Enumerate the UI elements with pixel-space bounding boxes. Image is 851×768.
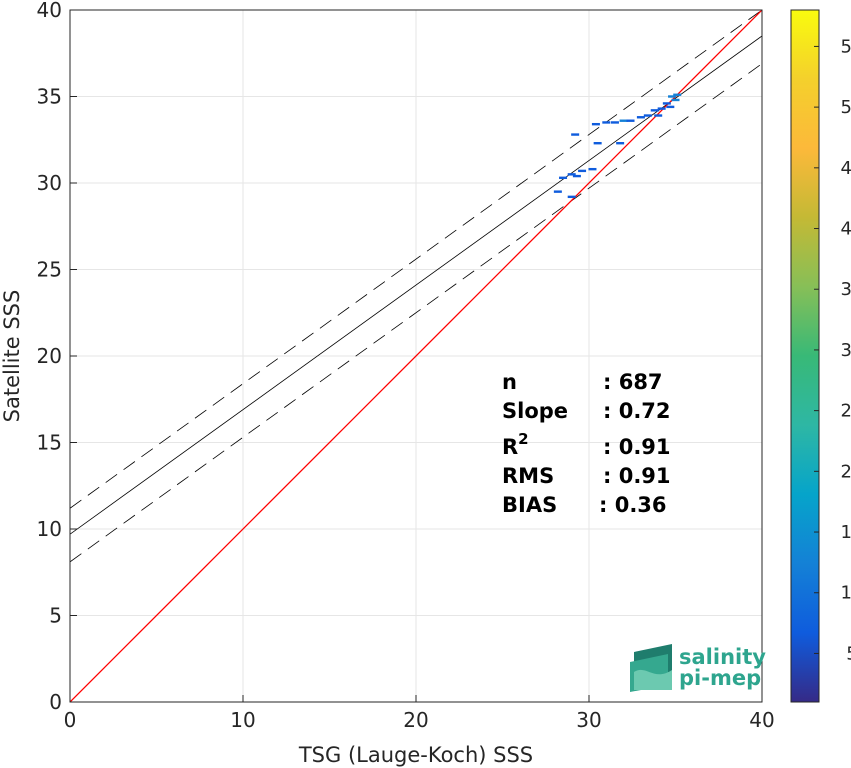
stat-label-superscript: 2 [518,430,528,448]
data-point [673,93,682,96]
stat-label: n [502,370,517,394]
reference-lines [70,10,762,702]
x-tick-label: 20 [403,708,428,732]
data-point [588,167,597,171]
y-tick-label: 40 [37,0,62,22]
logo: salinity pi-mep [630,644,766,692]
data-point [572,174,581,178]
x-tick-label: 10 [230,708,255,732]
y-tick-label: 15 [37,431,62,455]
colorbar-tick-labels: 5 10 15 20 25 30 35 40 45 50 55 [814,36,851,664]
data-point [591,122,600,126]
colorbar-tick-label: 10 [841,583,851,604]
y-tick-label: 10 [37,517,62,541]
x-tick-label: 0 [64,708,77,732]
y-axis-label: Satellite SSS [0,290,24,423]
logo-line1: salinity [679,645,766,669]
colorbar-tick-label: 5 [846,643,851,664]
salinity-logo-icon [630,644,672,692]
identity-line [70,10,762,702]
colorbar-tick-label: 40 [841,219,851,240]
x-tick-labels: 0 10 20 30 40 [64,695,775,732]
stat-value: : 0.72 [603,399,671,423]
colorbar-tick-label: 30 [841,340,851,361]
y-tick-label: 0 [49,690,62,714]
colorbar-tick-label: 25 [841,401,851,422]
colorbar [790,9,820,703]
data-point [616,142,625,145]
data-point [643,114,652,117]
y-tick-label: 25 [37,258,62,282]
colorbar-tick-label: 55 [841,36,851,57]
data-point [559,176,568,180]
x-tick-label: 40 [749,708,774,732]
x-tick-label: 30 [576,708,601,732]
data-point [636,116,645,119]
data-point [671,98,680,102]
data-point [666,105,675,109]
stat-label: BIAS [502,493,557,517]
stat-label: Slope [502,399,568,423]
logo-line2: pi-mep [679,666,761,690]
regression-line [70,35,762,535]
upper-bound-line [70,10,762,509]
colorbar-tick-label: 35 [841,279,851,300]
data-point [650,109,659,112]
stat-label: RMS [502,464,554,488]
y-tick-label: 30 [37,171,62,195]
data-point [662,102,671,105]
y-tick-label: 5 [49,604,62,628]
data-points [553,93,682,199]
data-point [553,190,562,193]
data-point [567,195,576,199]
y-tick-label: 20 [37,344,62,368]
colorbar-tick-label: 15 [841,522,851,543]
stat-value: : 687 [603,370,663,394]
colorbar-tick-label: 45 [841,158,851,179]
data-point [626,119,635,122]
y-tick-label: 35 [37,85,62,109]
stat-value: : 0.36 [599,493,667,517]
data-point [654,114,663,117]
data-point [602,121,611,124]
data-point [593,142,602,145]
data-point [578,169,587,173]
data-point [668,95,677,98]
colorbar-tick-label: 50 [841,97,851,118]
data-point [567,173,576,176]
data-point [619,119,628,122]
data-point [610,121,619,124]
data-point [571,133,580,136]
stat-value: : 0.91 [603,435,671,459]
stat-value: : 0.91 [603,464,671,488]
data-point [657,107,666,110]
x-axis-label: TSG (Lauge-Koch) SSS [298,743,533,767]
colorbar-tick-label: 20 [841,461,851,482]
y-tick-labels: 0 5 10 15 20 25 30 35 40 [37,0,77,714]
lower-bound-line [70,63,762,563]
